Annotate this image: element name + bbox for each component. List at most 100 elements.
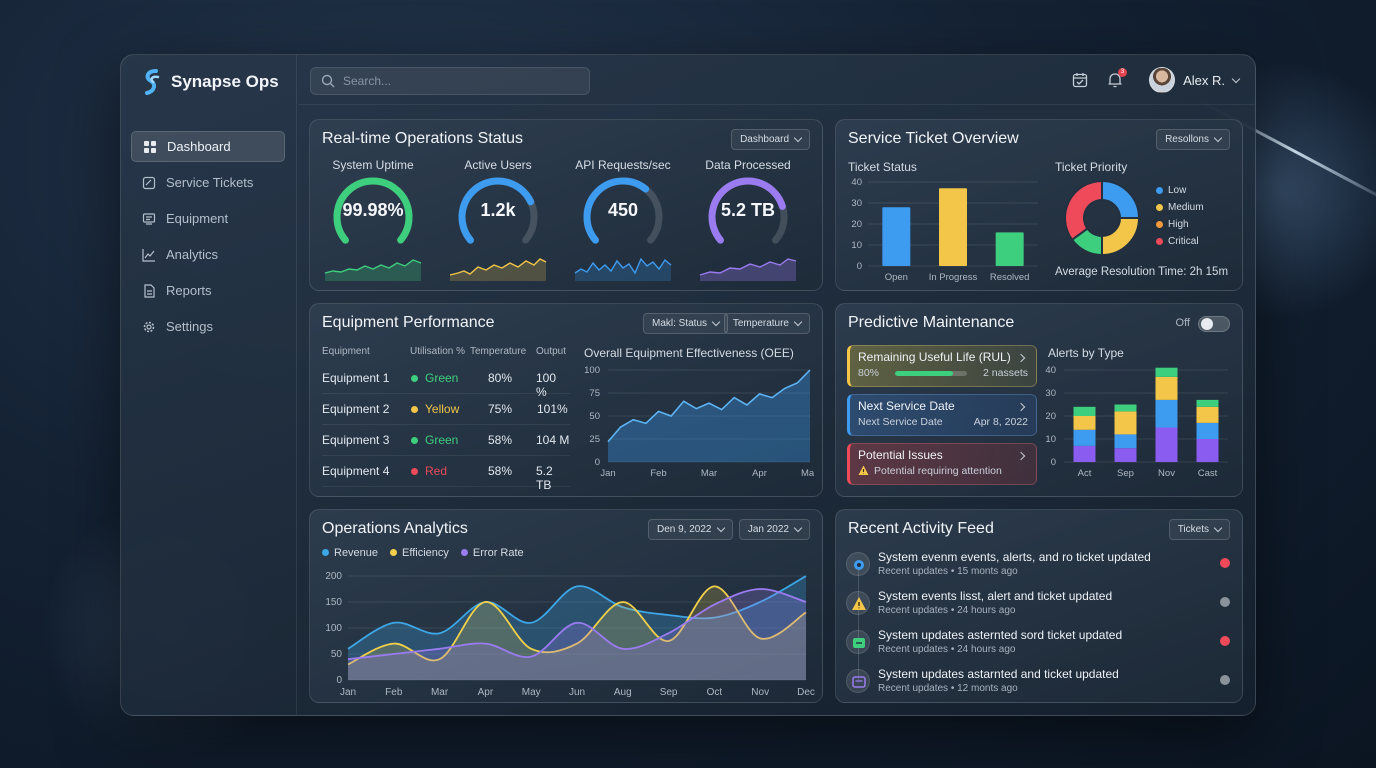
category-label: Cast (1198, 468, 1218, 479)
list-item[interactable]: System events lisst, alert and ticket up… (846, 587, 1230, 623)
feed-icon-wrap (846, 630, 870, 654)
bell-icon (1108, 73, 1122, 88)
sidebar-nav: Dashboard Service Tickets Equipment (131, 131, 285, 347)
table-row[interactable]: Equipment 4 Red 58% 5.2 TB (322, 456, 570, 492)
gauge-label: API Requests/sec (575, 158, 671, 172)
status-filter-dropdown[interactable]: Makl: Status (643, 313, 729, 334)
gear-icon (143, 321, 155, 332)
card-title: Service Ticket Overview (848, 130, 1019, 147)
temperature-value: 58% (488, 464, 513, 478)
bar-segment (1155, 367, 1178, 377)
sidebar-item-dashboard[interactable]: Dashboard (131, 131, 285, 162)
legend-label: Revenue (334, 546, 379, 559)
date-from-dropdown[interactable]: Den 9, 2022 (648, 519, 733, 540)
sidebar-item-label: Dashboard (167, 139, 231, 154)
tickets-filter-dropdown[interactable]: Resollons (1156, 129, 1230, 150)
rul-details: 80% 2 nassets (858, 367, 1028, 379)
dropdown-value: Resollons (1165, 134, 1209, 145)
search-input[interactable] (343, 74, 573, 88)
category-label: In Progress (929, 272, 978, 283)
calendar-button[interactable] (1071, 71, 1089, 89)
gauge-fill (708, 177, 786, 244)
realtime-view-dropdown[interactable]: Dashboard (731, 129, 810, 150)
legend-item[interactable]: Revenue (322, 544, 378, 561)
sidebar-item-analytics[interactable]: Analytics (131, 239, 285, 270)
equipment-performance-card: Equipment Performance Makl: Status Tempe… (309, 303, 823, 497)
area-fill (608, 370, 810, 462)
legend-item[interactable]: Efficiency (390, 544, 449, 561)
user-menu[interactable]: Alex R. (1149, 67, 1241, 93)
sidebar-item-equipment[interactable]: Equipment (131, 203, 285, 234)
legend-item: Critical (1156, 233, 1204, 250)
table-row[interactable]: Equipment 1 Green 80% 100 % (322, 363, 570, 399)
legend-label: Medium (1168, 202, 1204, 213)
status-dot (411, 375, 418, 382)
status-dot (1220, 675, 1230, 685)
card-title: Real-time Operations Status (322, 130, 523, 147)
logo-icon (145, 69, 160, 95)
rul-card[interactable]: Remaining Useful Life (RUL) 80% 2 nasset… (847, 345, 1037, 387)
brand[interactable]: Synapse Ops (141, 69, 279, 95)
legend-label: High (1168, 219, 1189, 230)
equipment-name: Equipment 1 (322, 371, 390, 385)
temperature-value: 80% (488, 371, 513, 385)
sidebar-item-service-tickets[interactable]: Service Tickets (131, 167, 285, 198)
legend-item: Medium (1156, 199, 1204, 216)
sidebar-item-label: Analytics (166, 247, 219, 262)
rul-progress-fill (895, 371, 953, 376)
feed-filter-dropdown[interactable]: Tickets (1168, 519, 1230, 540)
category-label: Apr (752, 468, 767, 479)
oee-chart: 0 25 50 75 100 Jan Feb Mar Apr May (584, 365, 814, 479)
gauge-sparkline (324, 259, 422, 281)
chevron-down-icon (1213, 133, 1223, 143)
feed-subtitle: Recent updates • 12 monts ago (878, 683, 1018, 694)
feed-title: System updates astarnted and ticket upda… (878, 667, 1119, 681)
sidebar-item-reports[interactable]: Reports (131, 275, 285, 306)
category-label: Sep (1117, 468, 1134, 479)
category-label: Dec (797, 687, 815, 698)
topbar: 3 Alex R. (298, 55, 1255, 105)
date-to-dropdown[interactable]: Jan 2022 (738, 519, 810, 540)
chevron-down-icon (1213, 523, 1223, 533)
feed-icon-wrap (846, 591, 870, 615)
potential-issues-card[interactable]: Potential Issues Potential requiring att… (847, 443, 1037, 485)
bar (882, 207, 911, 266)
rul-percent: 80% (858, 367, 880, 379)
output-value: 101% (537, 402, 568, 416)
gauge-ring (583, 177, 663, 244)
list-item[interactable]: System updates astarnted and ticket upda… (846, 665, 1230, 701)
list-item[interactable]: System evenm events, alerts, and ro tick… (846, 548, 1230, 584)
category-label: Feb (650, 468, 666, 479)
sidebar-item-label: Settings (166, 319, 213, 334)
gauge-fill (583, 177, 650, 244)
legend-item[interactable]: Error Rate (460, 544, 524, 561)
legend-dot (1156, 187, 1163, 194)
dropdown-value: Jan 2022 (747, 524, 789, 535)
tick-label: 30 (851, 198, 862, 209)
output-value: 100 % (536, 371, 557, 399)
series-line (607, 369, 811, 443)
list-item[interactable]: System updates asternted sord ticket upd… (846, 626, 1230, 662)
gauge-ring (708, 177, 788, 244)
category-label: Jan (600, 468, 615, 479)
maintenance-toggle[interactable] (1198, 316, 1230, 332)
sidebar-item-settings[interactable]: Settings (131, 311, 285, 342)
table-row[interactable]: Equipment 3 Green 58% 104 M (322, 425, 570, 456)
category-label: Nov (751, 687, 769, 698)
priority-legend: Low Medium High Critical (1156, 182, 1204, 250)
status-text: Green (425, 433, 459, 447)
temperature-dropdown[interactable]: Temperature (723, 313, 810, 334)
tick-label: 200 (325, 571, 342, 582)
next-service-card[interactable]: Next Service Date Next Service Date Apr … (847, 394, 1037, 436)
dropdown-value: Tickets (1177, 524, 1209, 535)
temperature-value: 75% (488, 402, 513, 416)
avatar (1149, 67, 1176, 93)
category-label: Act (1078, 468, 1092, 479)
gauge-fill (458, 177, 535, 244)
status-dot (411, 406, 418, 413)
pie-slice (1064, 179, 1103, 242)
notifications-button[interactable]: 3 (1106, 68, 1127, 89)
bar-segment (1114, 404, 1137, 412)
table-row[interactable]: Equipment 2 Yellow 75% 101% (322, 394, 570, 425)
category-label: Resolved (990, 272, 1030, 283)
